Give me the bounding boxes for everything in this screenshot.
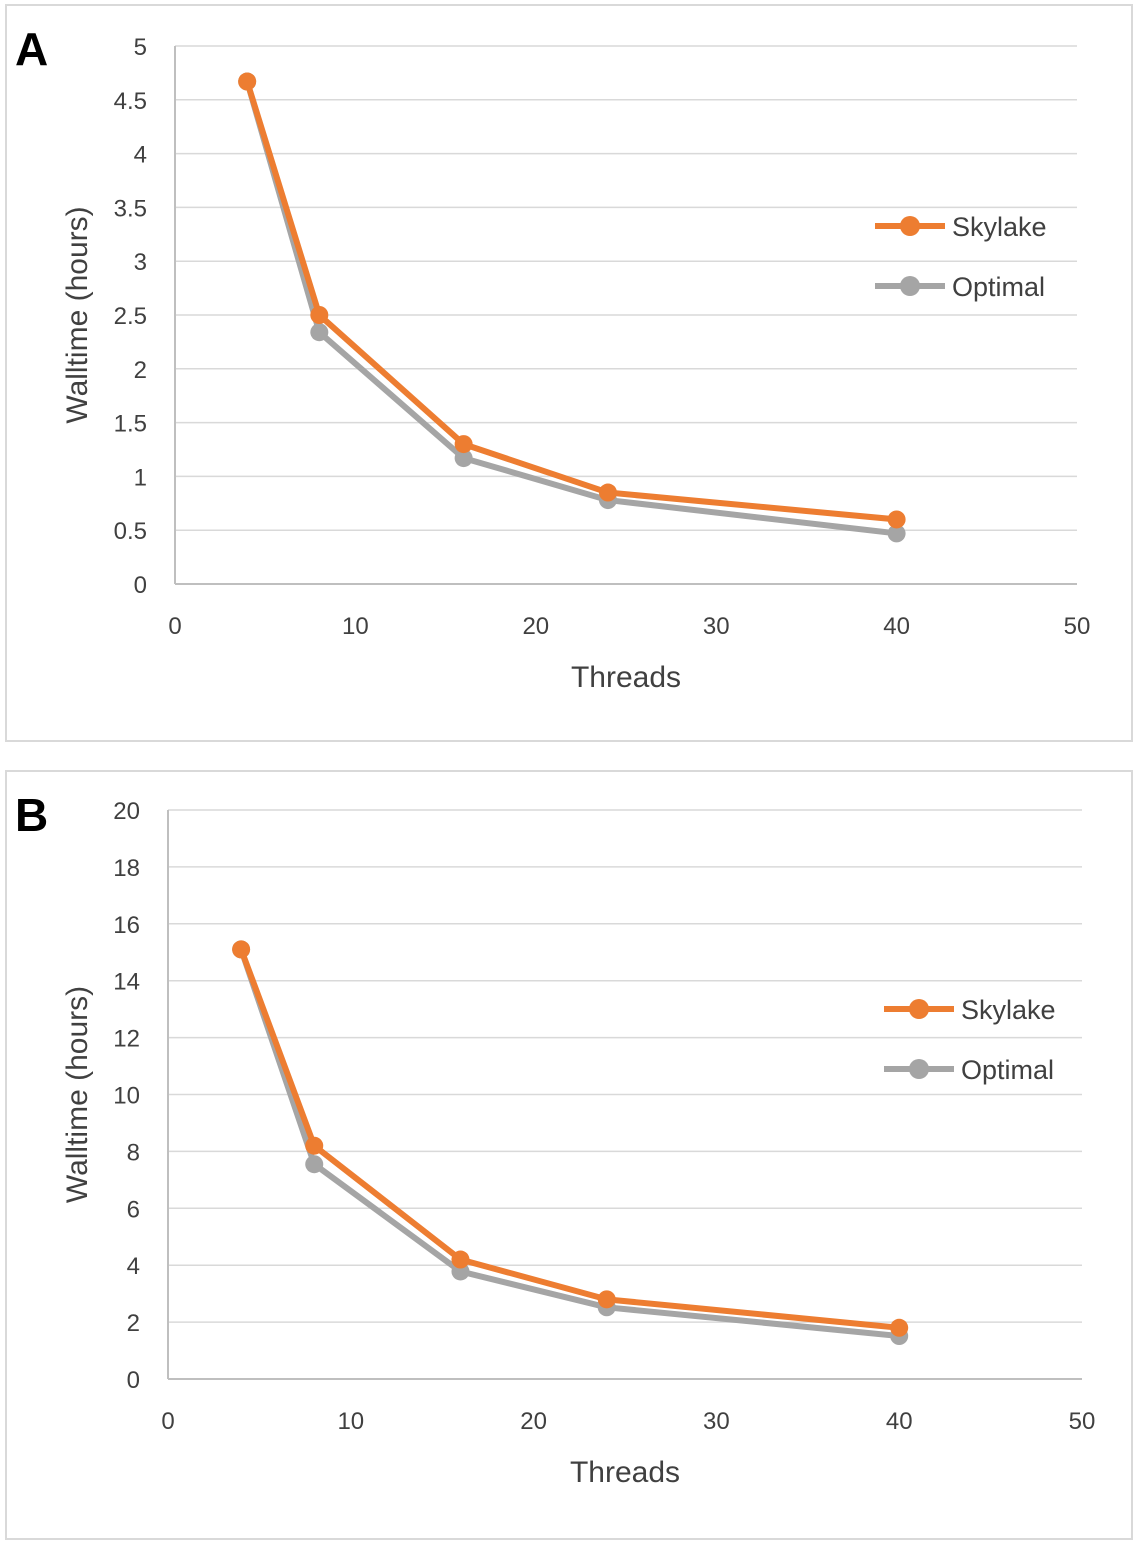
y-tick-label: 10 xyxy=(113,1083,140,1110)
x-tick-label: 50 xyxy=(1069,1408,1096,1435)
series-line-skylake xyxy=(238,946,903,1331)
y-tick-label: 3.5 xyxy=(114,195,147,222)
data-point-skylake xyxy=(598,483,617,502)
y-tick-label: 20 xyxy=(113,798,140,825)
y-tick-label: 1 xyxy=(134,464,147,491)
y-tick-label: 14 xyxy=(113,969,140,996)
data-point-skylake xyxy=(454,435,473,454)
x-tick-label: 30 xyxy=(703,613,730,640)
x-axis-title: Threads xyxy=(571,661,681,694)
data-point-skylake xyxy=(310,306,329,324)
data-point-optimal xyxy=(454,449,473,468)
y-tick-label: 0 xyxy=(134,572,147,599)
data-point-skylake xyxy=(597,1290,616,1309)
y-tick-label: 4 xyxy=(134,142,147,169)
panel-label: A xyxy=(15,23,49,75)
y-tick-label: 16 xyxy=(113,912,140,939)
chart-panel-a: A 0 0.5 1 1.5 2 2.5 3 3.5 4 4.5 5 0 10 20 30 40 50 Thread… xyxy=(5,4,1133,742)
legend-label-optimal: Optimal xyxy=(961,1055,1054,1085)
legend-marker-skylake xyxy=(909,999,929,1019)
y-tick-label: 0.5 xyxy=(114,518,147,545)
data-point-skylake xyxy=(305,1136,324,1155)
x-tick-label: 40 xyxy=(883,613,910,640)
y-axis-title: Walltime (hours) xyxy=(61,206,94,423)
data-point-skylake xyxy=(890,1318,909,1337)
y-tick-label: 6 xyxy=(127,1196,140,1223)
data-point-skylake xyxy=(887,510,906,529)
legend-marker-optimal xyxy=(909,1059,929,1079)
data-point-optimal xyxy=(310,323,329,342)
legend-marker-skylake xyxy=(900,216,920,236)
y-tick-label: 4 xyxy=(127,1253,140,1280)
data-point-skylake xyxy=(451,1250,470,1269)
legend-label-skylake: Skylake xyxy=(961,995,1056,1025)
series-line-optimal xyxy=(244,78,900,537)
x-tick-label: 20 xyxy=(520,1408,547,1435)
panel-label: B xyxy=(15,789,49,841)
chart-b-svg: 0 2 4 6 8 10 12 14 16 18 20 0 10 20 30 40 50 Threads Wallt… xyxy=(61,798,1096,1489)
y-tick-label: 0 xyxy=(127,1367,140,1394)
x-tick-label: 10 xyxy=(337,1408,364,1435)
y-tick-label: 2.5 xyxy=(114,303,147,330)
y-tick-label: 4.5 xyxy=(114,88,147,115)
x-tick-label: 30 xyxy=(703,1408,730,1435)
data-point-optimal xyxy=(887,524,906,543)
x-tick-label: 50 xyxy=(1064,613,1091,640)
y-tick-label: 5 xyxy=(134,34,147,61)
y-tick-label: 3 xyxy=(134,249,147,276)
y-tick-label: 2 xyxy=(127,1310,140,1337)
y-tick-label: 18 xyxy=(113,855,140,882)
x-axis-title: Threads xyxy=(570,1456,680,1489)
legend-label-skylake: Skylake xyxy=(952,212,1047,242)
chart-panel-b: B 0 2 4 6 8 10 12 14 16 18 20 0 10 20 30 40 50 Threads Wal… xyxy=(5,770,1133,1540)
y-tick-label: 12 xyxy=(113,1026,140,1053)
y-tick-label: 2 xyxy=(134,357,147,384)
x-tick-label: 40 xyxy=(886,1408,913,1435)
data-point-skylake xyxy=(238,72,257,91)
chart-a-svg: 00.511.522.533.544.550 10 20 30 40 50ThreadsW… xyxy=(61,34,1091,694)
x-tick-label: 0 xyxy=(161,1408,174,1435)
series-line-optimal xyxy=(238,946,903,1340)
series-line-skylake xyxy=(244,78,900,523)
y-tick-label: 8 xyxy=(127,1139,140,1166)
legend-label-optimal: Optimal xyxy=(952,272,1045,302)
x-tick-label: 0 xyxy=(168,613,181,640)
x-tick-label: 20 xyxy=(522,613,549,640)
x-tick-label: 10 xyxy=(342,613,369,640)
y-axis-title: Walltime (hours) xyxy=(61,986,94,1203)
data-point-skylake xyxy=(232,940,251,959)
y-tick-label: 1.5 xyxy=(114,411,147,438)
legend-marker-optimal xyxy=(900,276,920,296)
data-point-optimal xyxy=(305,1155,324,1174)
